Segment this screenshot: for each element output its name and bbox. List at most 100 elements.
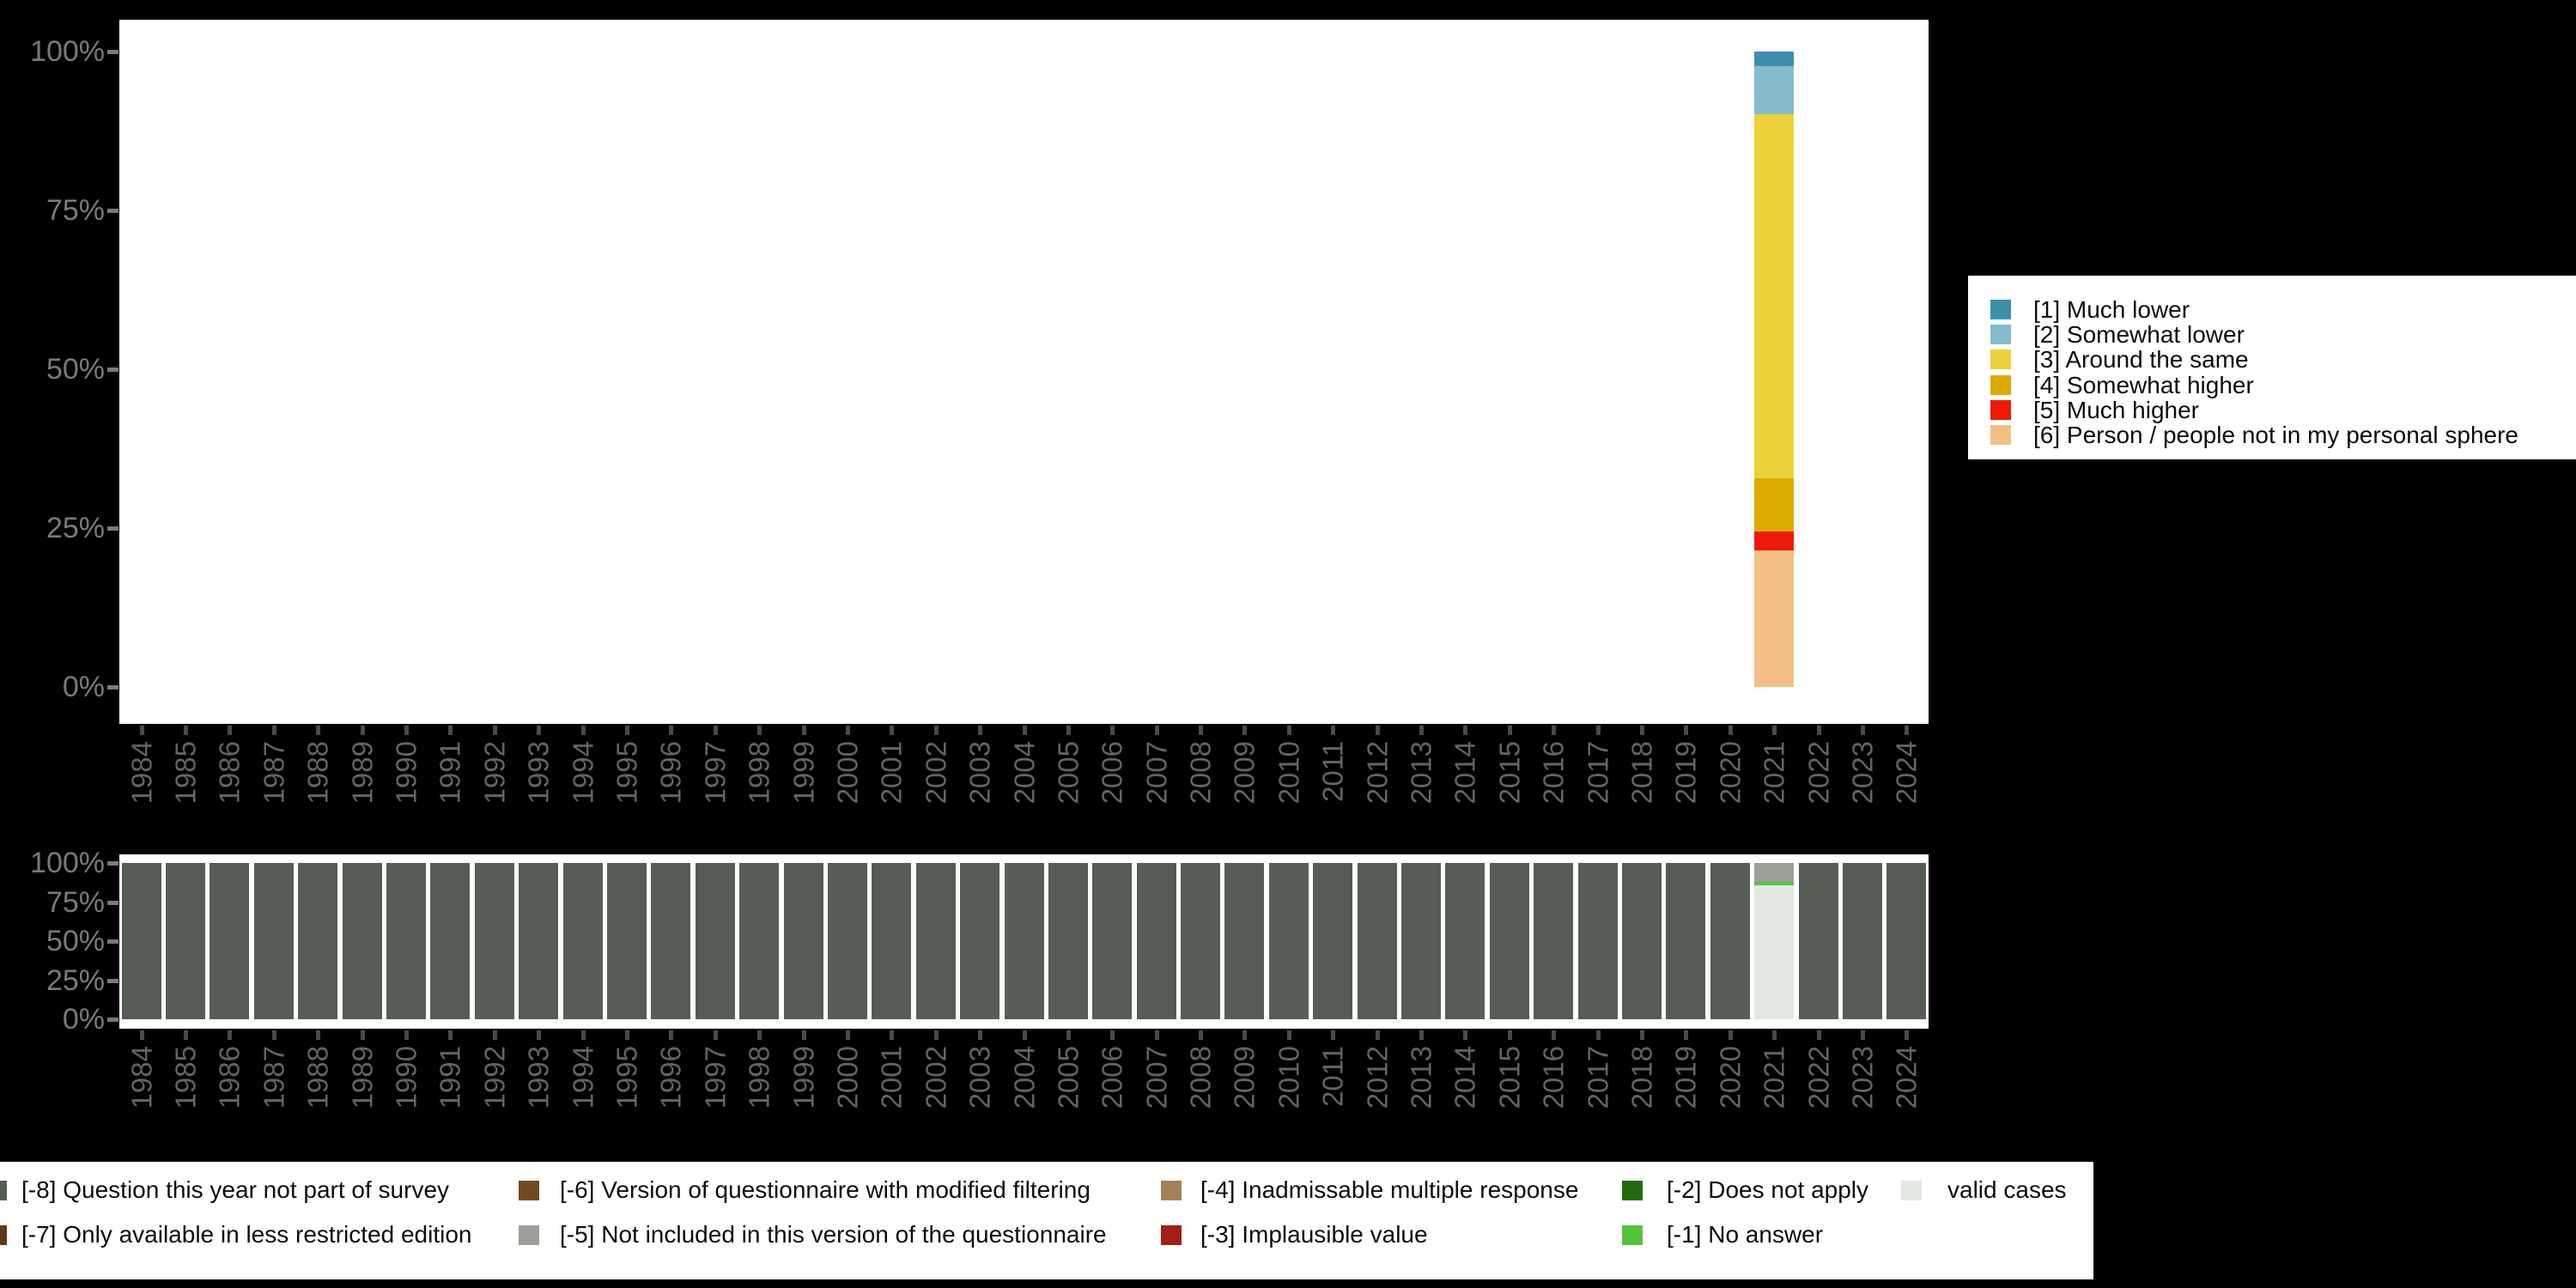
y-axis-label: 0% (62, 1003, 105, 1036)
legend-label: [-7] Only available in less restricted e… (21, 1221, 472, 1248)
x-axis-label: 2003 (963, 1046, 996, 1109)
x-axis-tick (404, 726, 410, 735)
y-axis-tick (107, 368, 118, 372)
x-axis-tick (537, 726, 542, 735)
x-axis-label: 1988 (301, 741, 334, 805)
legend-label: [5] Much higher (2033, 396, 2199, 423)
legend-row: [2] Somewhat lower (1968, 322, 2576, 348)
y-axis-label: 0% (62, 671, 105, 703)
x-axis-label: 1995 (611, 1046, 643, 1109)
y-axis-tick (107, 209, 118, 213)
bar-segment (606, 863, 647, 1019)
x-axis-tick (1595, 726, 1601, 735)
x-axis-tick (139, 726, 144, 735)
x-axis-label: 1988 (301, 1046, 334, 1109)
x-axis-tick (1728, 726, 1733, 735)
legend-swatch (1901, 1181, 1922, 1200)
y-axis-label: 50% (46, 353, 105, 386)
x-axis-tick (978, 726, 983, 735)
x-axis-tick (1286, 1030, 1291, 1040)
x-axis-label: 2012 (1361, 1046, 1394, 1109)
x-axis-tick (1905, 726, 1910, 735)
x-axis-label: 1987 (258, 741, 290, 805)
x-axis-label: 2020 (1714, 741, 1747, 805)
x-axis-label: 1989 (346, 741, 379, 805)
x-axis-label: 1998 (743, 741, 775, 805)
x-axis-label: 1993 (522, 1046, 555, 1109)
x-axis-label: 2009 (1228, 1046, 1261, 1109)
bar-segment (474, 863, 514, 1019)
bar-segment (121, 863, 161, 1019)
x-axis-label: 1986 (213, 741, 246, 805)
x-axis-label: 2015 (1493, 741, 1526, 805)
bar-segment (1710, 863, 1750, 1019)
y-axis-tick (107, 526, 118, 531)
bar-segment (1357, 863, 1397, 1019)
x-axis-tick (1375, 1030, 1380, 1040)
x-axis-tick (1684, 1030, 1689, 1040)
bar-segment (739, 863, 780, 1019)
y-axis-tick (107, 939, 118, 944)
x-axis-tick (1772, 726, 1777, 735)
x-axis-label: 2005 (1052, 1046, 1084, 1109)
bar-segment (1842, 863, 1882, 1019)
legend-label: [2] Somewhat lower (2033, 321, 2245, 349)
x-axis-label: 2012 (1361, 741, 1394, 805)
bar-segment (1181, 863, 1221, 1019)
x-axis-tick (1022, 1030, 1027, 1040)
bar-segment (1754, 885, 1795, 1019)
x-axis-tick (1639, 726, 1644, 735)
x-axis-tick (801, 1030, 806, 1040)
legend-swatch (1161, 1225, 1182, 1245)
x-axis-tick (1419, 726, 1424, 735)
x-axis-label: 1995 (611, 741, 643, 805)
bar-segment (872, 863, 912, 1019)
x-axis-label: 1991 (434, 741, 466, 805)
x-axis-label: 1992 (478, 1046, 511, 1109)
x-axis-label: 2008 (1184, 1046, 1217, 1109)
bar-segment (1666, 863, 1706, 1019)
y-axis-tick (107, 900, 118, 905)
x-axis-tick (713, 726, 718, 735)
x-axis-tick (228, 1030, 233, 1040)
x-axis-tick (271, 726, 276, 735)
x-axis-label: 2017 (1582, 741, 1614, 805)
legend-label: [4] Somewhat higher (2033, 371, 2254, 398)
response-distribution-plot (119, 20, 1929, 724)
x-axis-label: 1992 (478, 741, 511, 805)
x-axis-label: 2022 (1802, 741, 1835, 805)
bar-segment (1621, 863, 1662, 1019)
legend-label: [-3] Implausible value (1200, 1221, 1428, 1248)
x-axis-label: 1986 (213, 1046, 246, 1109)
legend-swatch (1622, 1225, 1643, 1245)
legend-swatch (0, 1181, 7, 1200)
x-axis-tick (890, 1030, 895, 1040)
bar-segment (1577, 863, 1618, 1019)
x-axis-label: 2002 (920, 741, 952, 805)
bar-segment (827, 863, 867, 1019)
x-axis-label: 2011 (1316, 741, 1349, 802)
x-axis-label: 2018 (1625, 1046, 1658, 1109)
x-axis-tick (1639, 1030, 1644, 1040)
x-axis-tick (1199, 1030, 1204, 1040)
bar-segment (210, 863, 250, 1019)
bar-segment (1754, 531, 1795, 550)
x-axis-label: 2021 (1758, 741, 1790, 805)
x-axis-label: 2023 (1846, 741, 1879, 805)
x-axis-label: 2011 (1316, 1046, 1349, 1107)
y-axis-tick (107, 50, 118, 54)
legend-swatch (1990, 374, 2011, 395)
bar-segment (1048, 863, 1088, 1019)
x-axis-label: 1989 (346, 1046, 379, 1109)
x-axis-tick (1066, 1030, 1071, 1040)
x-axis-label: 2007 (1140, 741, 1173, 805)
y-axis-tick (107, 978, 118, 983)
x-axis-tick (757, 726, 762, 735)
bar-segment (1401, 863, 1441, 1019)
x-axis-tick (845, 1030, 850, 1040)
bar-segment (1754, 477, 1795, 532)
y-axis-label: 75% (46, 885, 105, 919)
legend-label: [6] Person / people not in my personal s… (2033, 422, 2519, 448)
legend-row: [4] Somewhat higher (1968, 371, 2576, 398)
x-axis-label: 2015 (1493, 1046, 1526, 1109)
